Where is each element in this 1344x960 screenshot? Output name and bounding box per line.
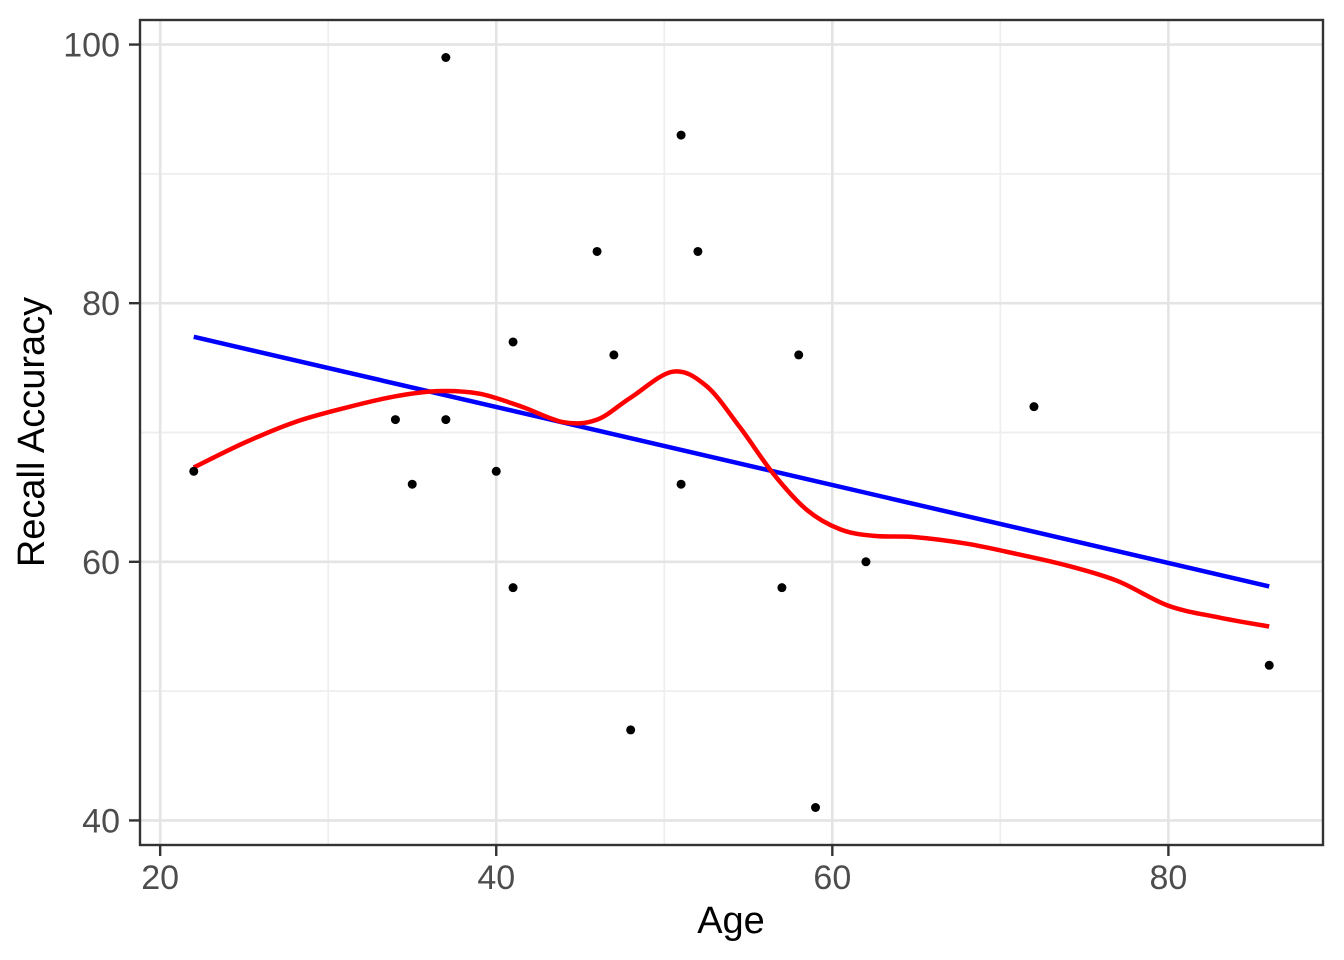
- data-point: [508, 583, 518, 593]
- grid-major-lines: [140, 20, 1323, 845]
- data-points: [189, 53, 1274, 812]
- grid-minor-lines: [140, 20, 1323, 845]
- data-point: [626, 725, 636, 735]
- data-point: [441, 415, 451, 425]
- data-point: [1029, 402, 1039, 412]
- data-point: [794, 350, 804, 360]
- data-point: [508, 337, 518, 347]
- data-point: [861, 557, 871, 567]
- data-point: [693, 246, 703, 256]
- x-tick-label: 40: [477, 859, 515, 897]
- x-tick-label: 20: [141, 859, 179, 897]
- data-point: [189, 466, 199, 476]
- data-point: [609, 350, 619, 360]
- data-point: [676, 130, 686, 140]
- x-tick-label: 80: [1149, 859, 1187, 897]
- data-point: [491, 466, 501, 476]
- data-point: [390, 415, 400, 425]
- x-tick-label: 60: [813, 859, 851, 897]
- y-tick-label: 100: [63, 27, 120, 65]
- data-point: [777, 583, 787, 593]
- y-tick-label: 60: [82, 544, 120, 582]
- data-point: [441, 53, 451, 62]
- linear-fit-line: [193, 334, 1270, 589]
- axis-tick-labels: 20 40 60 80 40 60 80 100: [63, 27, 1187, 897]
- loess-fit-line: [192, 369, 1270, 629]
- axis-tick-marks: [129, 43, 1170, 856]
- y-tick-label: 80: [82, 285, 120, 323]
- data-point: [592, 246, 602, 256]
- data-point: [1264, 660, 1274, 670]
- panel-border: [138, 18, 1325, 847]
- data-point: [676, 479, 686, 489]
- y-tick-label: 40: [82, 802, 120, 840]
- data-point: [407, 479, 417, 489]
- x-axis-title: Age: [697, 900, 765, 942]
- y-axis-title: Recall Accuracy: [11, 297, 53, 567]
- data-point: [811, 803, 821, 812]
- fit-lines: [192, 334, 1270, 629]
